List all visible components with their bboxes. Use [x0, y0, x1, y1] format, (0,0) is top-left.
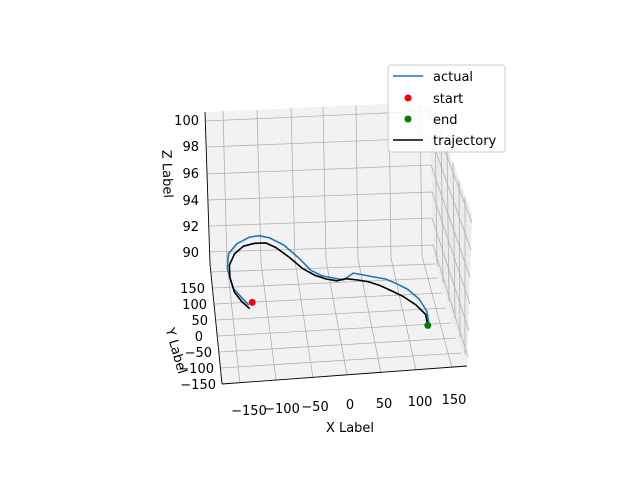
x-tick-labels: −150 −100 −50 0 50 100 150 [231, 393, 466, 419]
x-tick-label: 50 [376, 397, 393, 412]
z-axis-label: Z Label [158, 150, 175, 199]
z-tick-labels: 100 98 96 94 92 90 [174, 114, 199, 261]
legend-frame [387, 64, 506, 153]
side-pane [430, 102, 472, 366]
series-layer [226, 234, 432, 329]
marker-start [248, 298, 256, 306]
z-tick-label: 100 [174, 114, 199, 129]
floor-pane [210, 256, 467, 384]
y-tick-labels: 150 100 50 0 −50 −100 −150 [178, 282, 216, 393]
axes-panes [205, 102, 472, 384]
y-tick-label: 150 [180, 282, 205, 297]
series-line-actual [226, 234, 430, 326]
y-tick-label: −100 [178, 362, 214, 377]
z-tick-label: 96 [182, 167, 199, 182]
z-axis-line [204, 111, 211, 265]
z-tick-label: 90 [182, 246, 199, 261]
legend-label-start: start [433, 92, 463, 107]
x-tick-label: −150 [231, 404, 267, 419]
legend: actual start end trajectory [387, 64, 506, 153]
x-tick-label: −50 [301, 400, 328, 415]
y-tick-label: 0 [195, 330, 203, 345]
z-tick-label: 98 [182, 140, 199, 155]
y-tick-label: 100 [182, 298, 207, 313]
x-axis-line [221, 365, 468, 385]
x-tick-label: 100 [408, 395, 433, 410]
x-tick-label: 150 [442, 393, 467, 408]
grid-lines [205, 102, 473, 384]
marker-end [424, 321, 432, 329]
legend-swatch-end [404, 115, 412, 123]
z-tick-label: 92 [182, 220, 199, 235]
legend-label-end: end [433, 113, 458, 128]
legend-label-actual: actual [433, 70, 473, 85]
y-tick-label: 50 [191, 314, 208, 329]
axis-spines [204, 111, 468, 385]
y-tick-label: −50 [185, 346, 212, 361]
legend-label-trajectory: trajectory [433, 134, 497, 149]
series-line-trajectory [228, 242, 429, 326]
x-tick-label: 0 [346, 398, 354, 413]
y-axis-line [209, 263, 223, 385]
z-tick-label: 94 [182, 194, 199, 209]
x-axis-label: X Label [326, 421, 374, 436]
back-pane [205, 102, 433, 264]
x-tick-label: −100 [264, 402, 300, 417]
legend-swatch-start [404, 94, 412, 102]
y-tick-label: −150 [180, 378, 216, 393]
